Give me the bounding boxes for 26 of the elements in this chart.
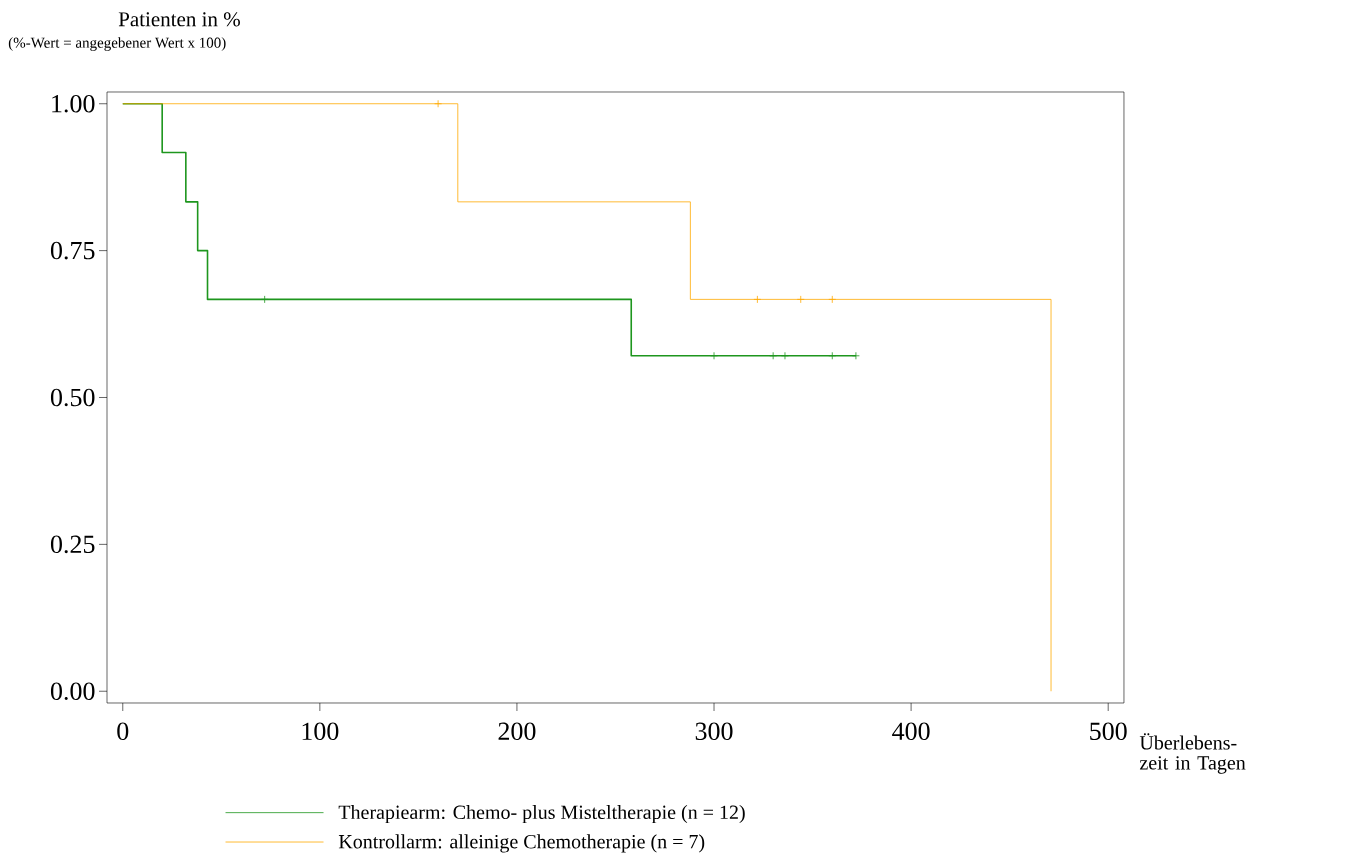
y-tick-label: 0.50	[50, 388, 95, 407]
x-tick-label: 0	[117, 722, 129, 741]
point	[769, 351, 778, 360]
point	[852, 351, 860, 360]
point	[434, 99, 442, 108]
y-tick-label: 1.00	[52, 94, 95, 113]
point	[796, 295, 805, 304]
x-tick-label: 300	[695, 722, 733, 741]
point	[828, 351, 837, 360]
point	[781, 351, 789, 360]
text: (%-Wert = angegebener Wert x 100)	[8, 37, 226, 51]
point	[828, 295, 837, 304]
legend-label: Kontrollarm: alleinige Chemotherapie (n = 7)	[338, 834, 705, 853]
x-tick-label: 400	[892, 722, 930, 741]
x-tick-label: 100	[302, 722, 339, 741]
y-tick-label: 0.25	[50, 535, 95, 554]
point	[753, 295, 762, 304]
y-tick-label: 0.75	[50, 241, 95, 260]
y-axis-title: Patienten in %	[118, 12, 240, 27]
y-tick-label: 0.00	[50, 682, 95, 701]
x-tick-label: 500	[1090, 722, 1127, 741]
x-axis-title: Überlebens- zeit in Tagen	[1139, 733, 1246, 774]
point	[260, 295, 269, 304]
x-tick-label: 200	[498, 722, 536, 741]
legend-label: Therapiearm: Chemo- plus Misteltherapie (n = 12)	[338, 804, 745, 824]
point	[710, 351, 718, 360]
